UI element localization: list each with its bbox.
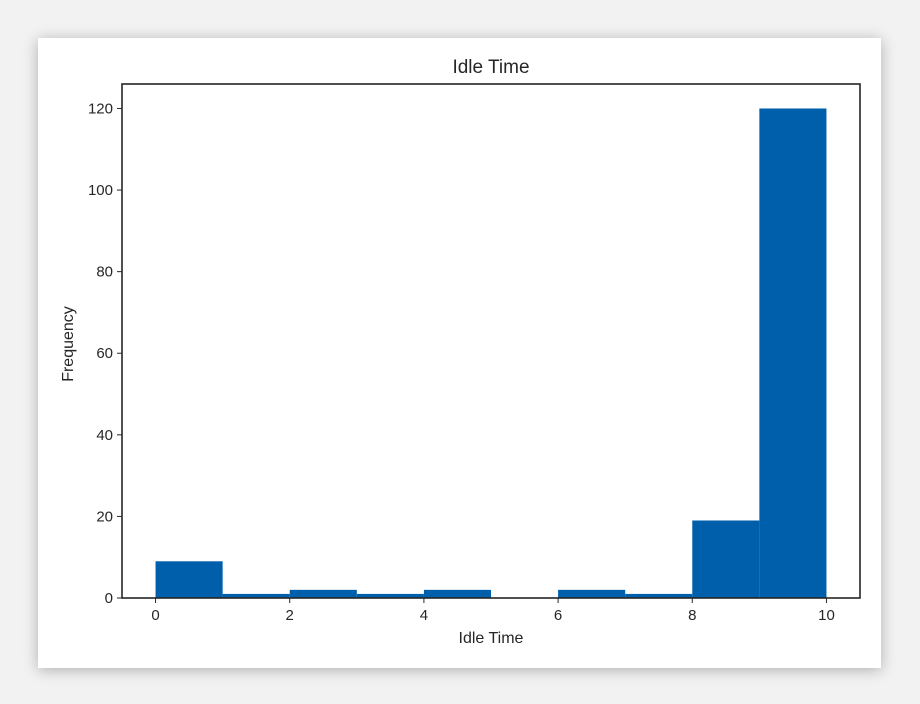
x-tick-label-3: 6 bbox=[554, 607, 562, 624]
x-tick-label-2: 4 bbox=[420, 607, 428, 624]
bars-group bbox=[155, 108, 827, 598]
chart-title: Idle Time bbox=[452, 57, 529, 78]
plot-frame bbox=[121, 83, 861, 599]
histogram-bar-6 bbox=[558, 589, 626, 598]
histogram-bar-7 bbox=[625, 593, 693, 598]
x-tick-label-4: 8 bbox=[688, 607, 696, 624]
histogram-bar-2 bbox=[289, 589, 357, 598]
histogram-bar-0 bbox=[155, 561, 223, 598]
histogram-bar-1 bbox=[222, 593, 290, 598]
y-ticks-group: 0 20 40 60 80 100 120 bbox=[88, 100, 122, 607]
y-axis-label: Frequency bbox=[60, 306, 77, 382]
y-tick-label-6: 120 bbox=[88, 100, 113, 117]
x-ticks-group: 0 2 4 6 8 10 bbox=[151, 598, 835, 624]
y-tick-label-2: 40 bbox=[96, 427, 113, 444]
x-tick-label-1: 2 bbox=[286, 607, 294, 624]
y-tick-label-0: 0 bbox=[105, 590, 113, 607]
x-tick-label-5: 10 bbox=[818, 607, 835, 624]
x-tick-label-0: 0 bbox=[151, 607, 159, 624]
histogram-bar-9 bbox=[759, 108, 827, 598]
histogram-bar-3 bbox=[356, 593, 424, 598]
y-tick-label-3: 60 bbox=[96, 345, 113, 362]
y-tick-label-5: 100 bbox=[88, 182, 113, 199]
x-axis-label: Idle Time bbox=[459, 630, 524, 647]
histogram-bar-8 bbox=[692, 520, 760, 598]
y-tick-label-4: 80 bbox=[96, 264, 113, 281]
histogram-bar-4 bbox=[423, 589, 491, 598]
y-tick-label-1: 20 bbox=[96, 508, 113, 525]
